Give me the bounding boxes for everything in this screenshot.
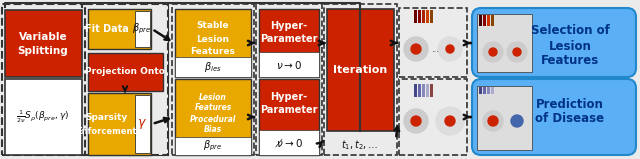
Bar bbox=[175, 79, 251, 155]
Bar bbox=[414, 10, 417, 23]
Text: $\beta_{les}$: $\beta_{les}$ bbox=[204, 60, 222, 74]
Circle shape bbox=[411, 44, 421, 54]
Circle shape bbox=[511, 115, 523, 127]
Circle shape bbox=[436, 107, 464, 135]
Bar bbox=[5, 10, 82, 77]
Text: Features: Features bbox=[541, 55, 599, 68]
Bar bbox=[477, 86, 532, 150]
Circle shape bbox=[438, 37, 462, 61]
Bar bbox=[135, 11, 150, 47]
Circle shape bbox=[507, 42, 527, 62]
Bar bbox=[85, 4, 168, 155]
Bar bbox=[88, 53, 163, 91]
Text: $\beta_{pre}$: $\beta_{pre}$ bbox=[204, 139, 223, 153]
Text: ...: ... bbox=[431, 45, 439, 53]
Bar bbox=[175, 9, 251, 77]
Circle shape bbox=[404, 109, 428, 133]
Bar bbox=[491, 15, 494, 26]
Bar bbox=[259, 52, 319, 77]
Bar bbox=[479, 15, 482, 26]
Bar bbox=[259, 79, 319, 155]
Text: $\beta_{pre}$: $\beta_{pre}$ bbox=[132, 22, 152, 36]
Circle shape bbox=[489, 48, 497, 56]
Bar bbox=[483, 15, 486, 26]
Bar bbox=[88, 9, 151, 49]
Bar bbox=[135, 95, 150, 153]
Bar bbox=[487, 15, 490, 26]
Bar bbox=[259, 130, 319, 155]
Bar bbox=[477, 14, 532, 72]
Bar bbox=[491, 87, 494, 94]
Circle shape bbox=[445, 116, 455, 126]
Bar bbox=[172, 4, 254, 155]
Text: Hyper-: Hyper- bbox=[271, 92, 308, 102]
Circle shape bbox=[513, 48, 521, 56]
Circle shape bbox=[446, 45, 454, 53]
Text: Variable: Variable bbox=[19, 32, 67, 42]
Text: Lesion: Lesion bbox=[548, 39, 591, 52]
Bar bbox=[2, 4, 168, 155]
Text: $t_1, t_2, \ldots$: $t_1, t_2, \ldots$ bbox=[341, 138, 379, 152]
Text: Procedural: Procedural bbox=[190, 114, 236, 124]
Text: Parameter: Parameter bbox=[260, 34, 317, 44]
Circle shape bbox=[483, 42, 503, 62]
Bar bbox=[414, 84, 417, 97]
Text: Projection Onto: Projection Onto bbox=[85, 68, 165, 76]
Text: $\frac{1}{2\nu}S_\rho(\beta_{pre},\gamma)$: $\frac{1}{2\nu}S_\rho(\beta_{pre},\gamma… bbox=[17, 109, 70, 125]
Bar bbox=[418, 84, 421, 97]
Circle shape bbox=[483, 111, 503, 131]
Text: Selection of: Selection of bbox=[531, 24, 609, 38]
Text: $\nu \rightarrow 0$: $\nu \rightarrow 0$ bbox=[276, 59, 302, 71]
Bar bbox=[418, 10, 421, 23]
FancyBboxPatch shape bbox=[472, 8, 636, 77]
Bar bbox=[426, 10, 429, 23]
Circle shape bbox=[488, 116, 498, 126]
Bar bbox=[479, 87, 482, 94]
Bar bbox=[430, 10, 433, 23]
Text: $\nu \not\to 0$: $\nu \not\to 0$ bbox=[275, 137, 303, 149]
Circle shape bbox=[411, 116, 421, 126]
Bar bbox=[324, 4, 397, 155]
Text: Iteration: Iteration bbox=[333, 65, 387, 75]
Text: Splitting: Splitting bbox=[18, 46, 68, 56]
Text: Enforcement: Enforcement bbox=[77, 127, 138, 135]
Bar bbox=[327, 9, 394, 131]
Bar bbox=[487, 87, 490, 94]
Bar bbox=[256, 4, 322, 155]
Text: Bias: Bias bbox=[204, 125, 222, 135]
Circle shape bbox=[505, 109, 529, 133]
FancyBboxPatch shape bbox=[472, 79, 636, 155]
Bar bbox=[259, 9, 319, 77]
Bar bbox=[399, 79, 467, 155]
Text: of Disease: of Disease bbox=[536, 113, 605, 125]
Text: $\gamma$: $\gamma$ bbox=[137, 117, 147, 131]
Bar bbox=[422, 10, 425, 23]
Text: Lesion: Lesion bbox=[199, 93, 227, 101]
Text: Features: Features bbox=[195, 104, 232, 113]
Text: Prediction: Prediction bbox=[536, 97, 604, 111]
Text: Stable: Stable bbox=[196, 21, 229, 31]
Text: Sparsity: Sparsity bbox=[86, 113, 128, 121]
Bar bbox=[88, 93, 151, 155]
Text: Hyper-: Hyper- bbox=[271, 21, 308, 31]
Bar bbox=[422, 84, 425, 97]
Text: Features: Features bbox=[191, 48, 236, 56]
Text: Lesion: Lesion bbox=[196, 35, 230, 44]
Text: Fit Data: Fit Data bbox=[85, 24, 129, 34]
Bar bbox=[430, 84, 433, 97]
Bar bbox=[175, 57, 251, 77]
Circle shape bbox=[404, 37, 428, 61]
Bar bbox=[399, 8, 467, 77]
Bar bbox=[483, 87, 486, 94]
Bar bbox=[175, 137, 251, 155]
Bar bbox=[426, 84, 429, 97]
Text: Parameter: Parameter bbox=[260, 105, 317, 115]
Bar bbox=[5, 79, 82, 155]
